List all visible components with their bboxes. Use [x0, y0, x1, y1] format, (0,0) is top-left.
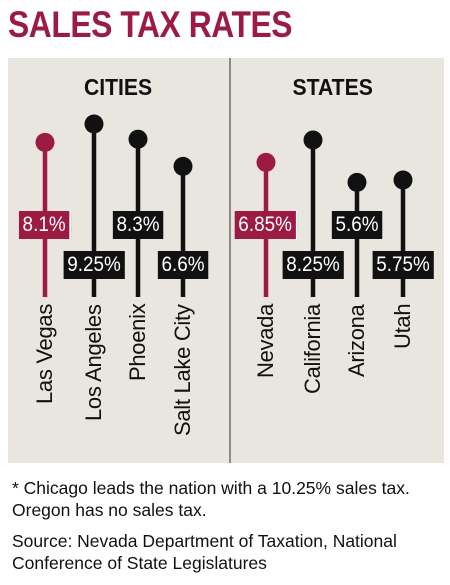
dot-arizona	[347, 172, 367, 192]
category-label-nevada: Nevada	[253, 303, 278, 378]
value-label-phoenix: 8.3%	[112, 211, 164, 239]
category-label-salt-lake-city: Salt Lake City	[170, 304, 195, 436]
group-divider	[229, 58, 231, 463]
category-label-phoenix: Phoenix	[125, 303, 150, 381]
dot-salt-lake-city	[173, 156, 193, 176]
dot-utah	[393, 170, 413, 190]
value-label-utah: 5.75%	[372, 251, 434, 279]
category-label-arizona: Arizona	[344, 304, 369, 378]
group-title-cities: CITIES	[83, 74, 153, 100]
source-text: Source: Nevada Department of Taxation, N…	[12, 531, 397, 573]
dot-las-vegas	[35, 132, 55, 152]
chart-title: SALES TAX RATES	[8, 4, 293, 45]
value-label-arizona: 5.6%	[331, 211, 383, 239]
source-note: Source: Nevada Department of Taxation, N…	[12, 530, 440, 574]
dot-california	[303, 130, 323, 150]
category-label-california: California	[300, 304, 325, 394]
footnote-text: * Chicago leads the nation with a 10.25%…	[12, 478, 410, 520]
value-label-nevada: 6.85%	[234, 211, 298, 239]
footnote: * Chicago leads the nation with a 10.25%…	[12, 477, 440, 521]
value-label-salt-lake-city: 6.6%	[157, 251, 209, 279]
dot-phoenix	[128, 129, 148, 149]
group-title-states: STATES	[291, 74, 373, 100]
value-label-california: 8.25%	[282, 251, 344, 279]
category-label-utah: Utah	[390, 303, 415, 349]
category-label-los-angeles: Los Angeles	[81, 304, 106, 421]
category-label-las-vegas: Las Vegas	[32, 303, 57, 404]
value-label-los-angeles: 9.25%	[63, 251, 125, 279]
value-label-las-vegas: 8.1%	[18, 211, 72, 239]
dot-los-angeles	[84, 114, 104, 134]
dot-nevada	[256, 152, 276, 172]
